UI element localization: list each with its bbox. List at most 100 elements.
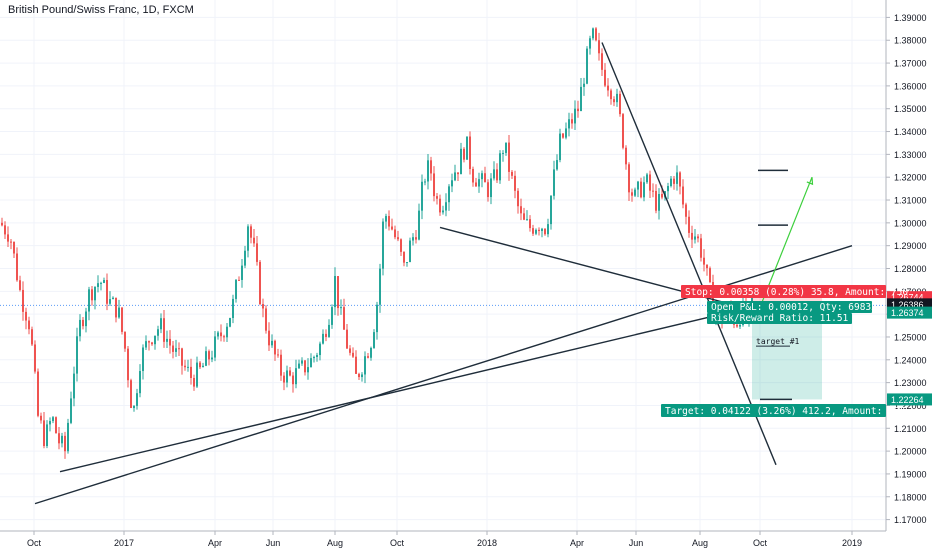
candle-down	[520, 206, 522, 214]
candle-down	[169, 338, 171, 346]
candle-up	[73, 373, 75, 399]
candle-up	[586, 48, 588, 84]
candle-down	[127, 348, 129, 381]
candles	[1, 27, 753, 459]
x-tick-label: 2017	[114, 538, 134, 548]
candle-down	[274, 340, 276, 355]
y-tick-label: 1.30000	[894, 218, 927, 228]
y-tick-label: 1.32000	[894, 173, 927, 183]
candle-up	[322, 333, 324, 344]
candle-down	[121, 307, 123, 332]
y-tick-label: 1.37000	[894, 59, 927, 69]
trend-lines: target #1	[34, 42, 853, 505]
candle-down	[613, 99, 615, 103]
candle-down	[562, 133, 564, 138]
y-tick-label: 1.19000	[894, 469, 927, 479]
time-axis[interactable]: Oct 2017 Apr Jun Aug Oct 2018 Apr Jun Aug Oct 2019	[0, 530, 886, 548]
candle-up	[466, 136, 468, 160]
candle-up	[157, 329, 159, 336]
candle-up	[205, 351, 207, 366]
candle-up	[142, 347, 144, 372]
candle-up	[418, 210, 420, 240]
y-tick-label: 1.21000	[894, 424, 927, 434]
resistance-line	[439, 226, 761, 313]
candle-up	[229, 318, 231, 327]
candle-down	[223, 336, 225, 338]
price-axis[interactable]: 1.17000 1.18000 1.19000 1.20000 1.21000 1.220…	[885, 0, 932, 531]
candle-up	[340, 307, 342, 309]
candle-down	[115, 297, 117, 318]
candle-up	[49, 421, 51, 425]
price-tag-text: 1.26744	[891, 293, 924, 303]
candle-up	[85, 311, 87, 327]
candle-up	[658, 194, 660, 211]
candle-up	[460, 148, 462, 175]
candle-down	[199, 362, 201, 368]
candle-down	[625, 147, 627, 165]
candle-down	[325, 333, 327, 337]
candle-down	[4, 225, 6, 235]
candle-up	[424, 181, 426, 183]
candle-up	[226, 326, 228, 338]
candle-down	[277, 354, 279, 356]
candle-down	[496, 169, 498, 181]
candle-up	[103, 279, 105, 283]
candle-up	[535, 229, 537, 234]
candle-down	[532, 228, 534, 234]
candle-up	[271, 340, 273, 346]
x-tick-label: Oct	[390, 538, 405, 548]
candle-down	[514, 175, 516, 191]
candle-down	[19, 280, 21, 290]
candle-down	[697, 236, 699, 239]
candle-up	[505, 142, 507, 153]
candle-up	[370, 347, 372, 358]
candle-down	[280, 354, 282, 376]
candle-down	[622, 114, 624, 148]
candle-down	[736, 324, 738, 327]
x-tick-label: 2019	[842, 538, 862, 548]
candle-down	[253, 237, 255, 244]
grid	[0, 0, 886, 531]
y-tick-label: 1.34000	[894, 127, 927, 137]
candle-up	[643, 182, 645, 198]
candle-up	[616, 93, 618, 103]
candle-down	[190, 366, 192, 378]
candle-up	[493, 169, 495, 179]
candle-up	[553, 169, 555, 196]
candle-up	[307, 367, 309, 373]
candle-up	[247, 226, 249, 251]
candle-down	[601, 53, 603, 70]
candle-up	[88, 289, 90, 312]
price-tag-text: 1.26374	[891, 308, 924, 318]
candle-up	[70, 398, 72, 423]
candle-up	[376, 304, 378, 333]
support-line-b	[59, 304, 761, 473]
candle-up	[241, 265, 243, 280]
candle-up	[154, 335, 156, 345]
candle-down	[238, 279, 240, 281]
candle-down	[709, 268, 711, 283]
candle-up	[385, 216, 387, 222]
candle-down	[25, 311, 27, 321]
candle-up	[412, 237, 414, 241]
candle-up	[118, 307, 120, 318]
candle-down	[688, 216, 690, 233]
candle-up	[580, 86, 582, 112]
candle-down	[595, 28, 597, 41]
candle-down	[172, 345, 174, 352]
candle-up	[478, 179, 480, 187]
candle-up	[196, 362, 198, 387]
price-tag-text: 1.26386	[891, 300, 924, 310]
target-1-label: target #1	[756, 337, 800, 346]
risk-reward-label-text: Risk/Reward Ratio: 11.51	[711, 313, 849, 324]
x-tick-label: Jun	[266, 538, 281, 548]
candle-up	[547, 224, 549, 235]
candle-down	[352, 352, 354, 357]
candle-up	[694, 236, 696, 240]
candle-down	[1, 222, 3, 226]
candle-down	[64, 435, 66, 452]
candle-up	[634, 189, 636, 196]
candle-down	[265, 308, 267, 331]
candle-down	[400, 239, 402, 252]
